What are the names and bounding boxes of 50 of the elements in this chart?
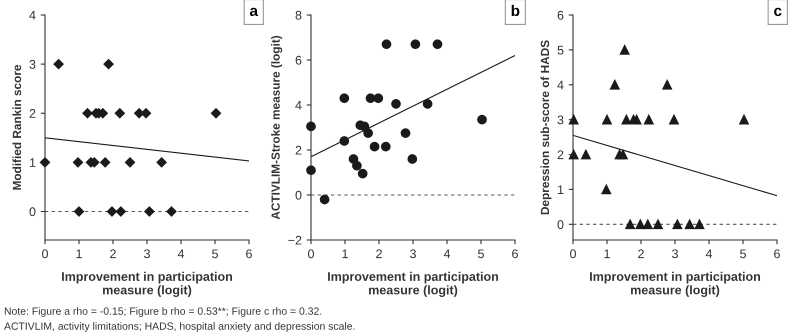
y-tick-label: 3: [558, 115, 564, 124]
x-tick-label: 3: [672, 249, 678, 258]
x-axis-title: Improvement in participation measure (logit): [590, 272, 760, 297]
x-tick-label: 5: [740, 249, 746, 258]
x-tick-label: 0: [308, 249, 314, 258]
text: Note: Figure a rho = -0.15; Figure b rho = 0.53**; Figure c rho = 0.32.: [4, 307, 322, 317]
y-tick-label: 2: [30, 109, 36, 118]
y-axis-title: Modified Rankin score: [12, 64, 22, 190]
x-tick-label: 6: [246, 249, 252, 258]
text: ACTIVLIM, activity limitations; HADS, hospital anxiety and depression scale.: [4, 322, 354, 332]
y-tick-label: 2: [558, 150, 564, 160]
x-tick-label: 4: [444, 249, 450, 258]
text: a: [250, 8, 258, 16]
x-tick-label: 1: [76, 249, 82, 258]
x-tick-label: 3: [144, 249, 150, 258]
y-tick-label: 1: [30, 158, 36, 167]
y-tick-label: 0: [30, 207, 36, 216]
y-tick-label: 2: [296, 146, 302, 155]
y-axis-title: Depression sub-score of HADS: [540, 40, 552, 214]
x-tick-label: 5: [478, 249, 484, 258]
y-tick-label: 4: [295, 100, 302, 110]
x-tick-label: 0: [570, 249, 576, 258]
y-tick-label: 0: [296, 190, 302, 200]
y-tick-label: 6: [296, 56, 302, 65]
x-tick-label: 4: [178, 249, 184, 258]
x-tick-label: 1: [604, 249, 610, 258]
x-axis-title: Improvement in participation measure (logit): [62, 272, 232, 297]
y-tick-label: 3: [30, 60, 36, 69]
y-tick-label: 0: [558, 220, 564, 229]
y-axis-title: ACTIVLIM-Stroke measure (logit): [271, 36, 282, 220]
y-tick-label: 1: [558, 185, 564, 194]
x-tick-label: 6: [512, 249, 518, 258]
annotation: b: [512, 4, 520, 16]
x-tick-label: 2: [638, 249, 644, 258]
x-tick-label: 1: [342, 249, 348, 258]
x-tick-label: 5: [212, 249, 218, 258]
annotation: c: [774, 8, 782, 16]
y-tick-label: 5: [558, 46, 564, 55]
y-tick-label: 4: [557, 80, 564, 90]
y-tick-label: 4: [29, 10, 36, 20]
x-axis-title: Improvement in participation measure (logit): [328, 272, 498, 297]
x-tick-label: 2: [376, 249, 382, 258]
x-tick-label: 2: [110, 249, 116, 258]
y-tick-label: 8: [296, 10, 302, 20]
x-tick-label: 6: [774, 249, 780, 258]
x-tick-label: 4: [706, 249, 712, 258]
x-tick-label: 3: [410, 249, 416, 258]
y-tick-label: 6: [558, 10, 564, 20]
y-tick-label: −2: [288, 236, 302, 245]
x-tick-label: 0: [42, 249, 48, 258]
